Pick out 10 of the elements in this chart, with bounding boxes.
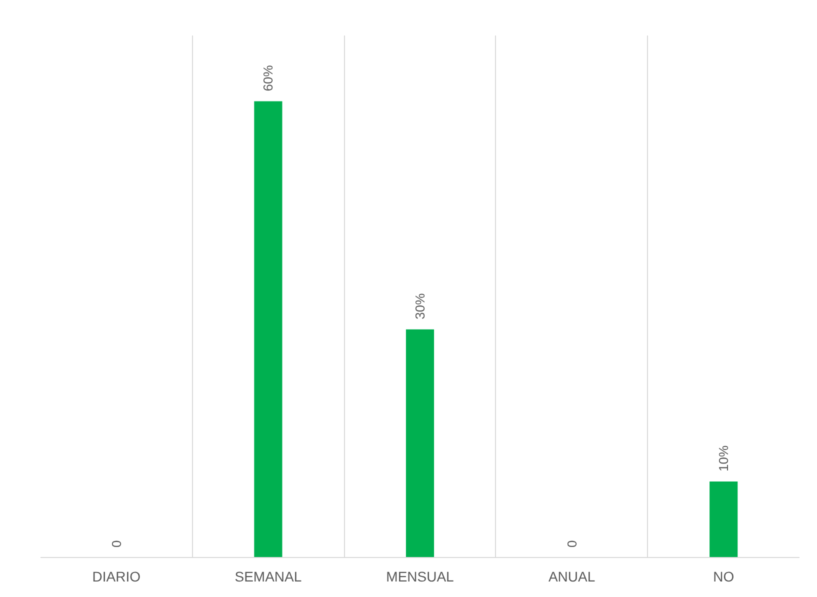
x-tick-label: DIARIO [92, 568, 141, 584]
x-tick-label: ANUAL [548, 568, 596, 584]
data-label: 0 [108, 540, 124, 548]
data-label: 10% [716, 444, 732, 472]
x-tick-label: SEMANAL [234, 568, 302, 584]
data-label: 60% [260, 64, 276, 92]
data-label: 0 [564, 540, 580, 548]
x-tick-label: MENSUAL [386, 568, 454, 584]
data-label: 30% [412, 292, 428, 320]
x-tick-label: NO [713, 568, 734, 584]
